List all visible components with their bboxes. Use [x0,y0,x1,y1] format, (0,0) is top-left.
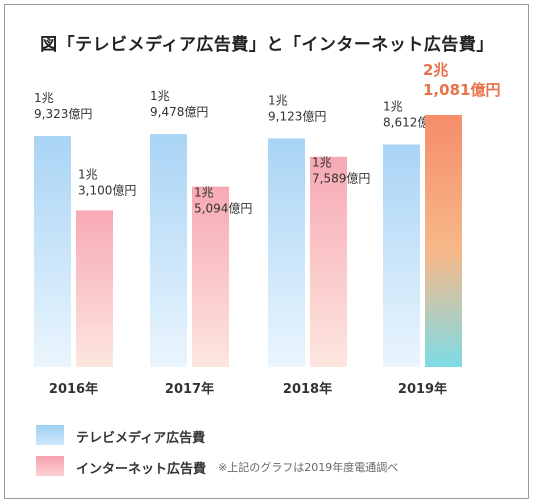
bar-tv-2019 [383,144,420,367]
internet-value-label-2016-0: 1兆 [78,167,98,181]
x-tick-label-2017: 2017年 [165,381,214,397]
tv-value-label-2017-0: 1兆 [150,89,170,103]
tv-value-label-2016-1: 9,323億円 [34,107,92,121]
bar-internet-2017 [192,186,229,367]
internet-value-label-2019-0: 2兆 [423,61,448,79]
internet-value-label-2017-0: 1兆 [194,186,214,200]
x-tick-label-2016: 2016年 [49,381,98,397]
internet-value-label-2017-1: 5,094億円 [194,202,252,216]
chart-title: 図「テレビメディア広告費」と「インターネット広告費」 [40,35,494,55]
legend-label-internet: インターネット広告費 [76,462,207,477]
x-tick-label-2019: 2019年 [398,381,447,397]
bar-internet-2018 [310,156,347,367]
tv-value-label-2018-1: 9,123億円 [268,109,326,123]
source-note: ※上記のグラフは2019年度電通調べ [218,461,399,474]
bar-tv-2016 [34,136,71,367]
tv-value-label-2018-0: 1兆 [268,93,288,107]
bar-internet-2019 [425,115,462,367]
internet-value-label-2016-1: 3,100億円 [78,183,136,197]
internet-value-label-2019-1: 1,081億円 [423,81,500,99]
legend-swatch-tv [36,425,64,445]
legend-label-tv: テレビメディア広告費 [76,431,206,446]
internet-value-label-2018-0: 1兆 [312,156,332,170]
bar-tv-2018 [268,138,305,367]
tv-value-label-2017-1: 9,478億円 [150,105,208,119]
internet-value-label-2018-1: 7,589億円 [312,172,370,186]
bar-internet-2016 [76,210,113,367]
x-tick-label-2018: 2018年 [283,381,332,397]
legend-swatch-internet [36,456,64,476]
tv-value-label-2019-0: 1兆 [383,100,403,114]
tv-value-label-2016-0: 1兆 [34,91,54,105]
bar-tv-2017 [150,134,187,367]
